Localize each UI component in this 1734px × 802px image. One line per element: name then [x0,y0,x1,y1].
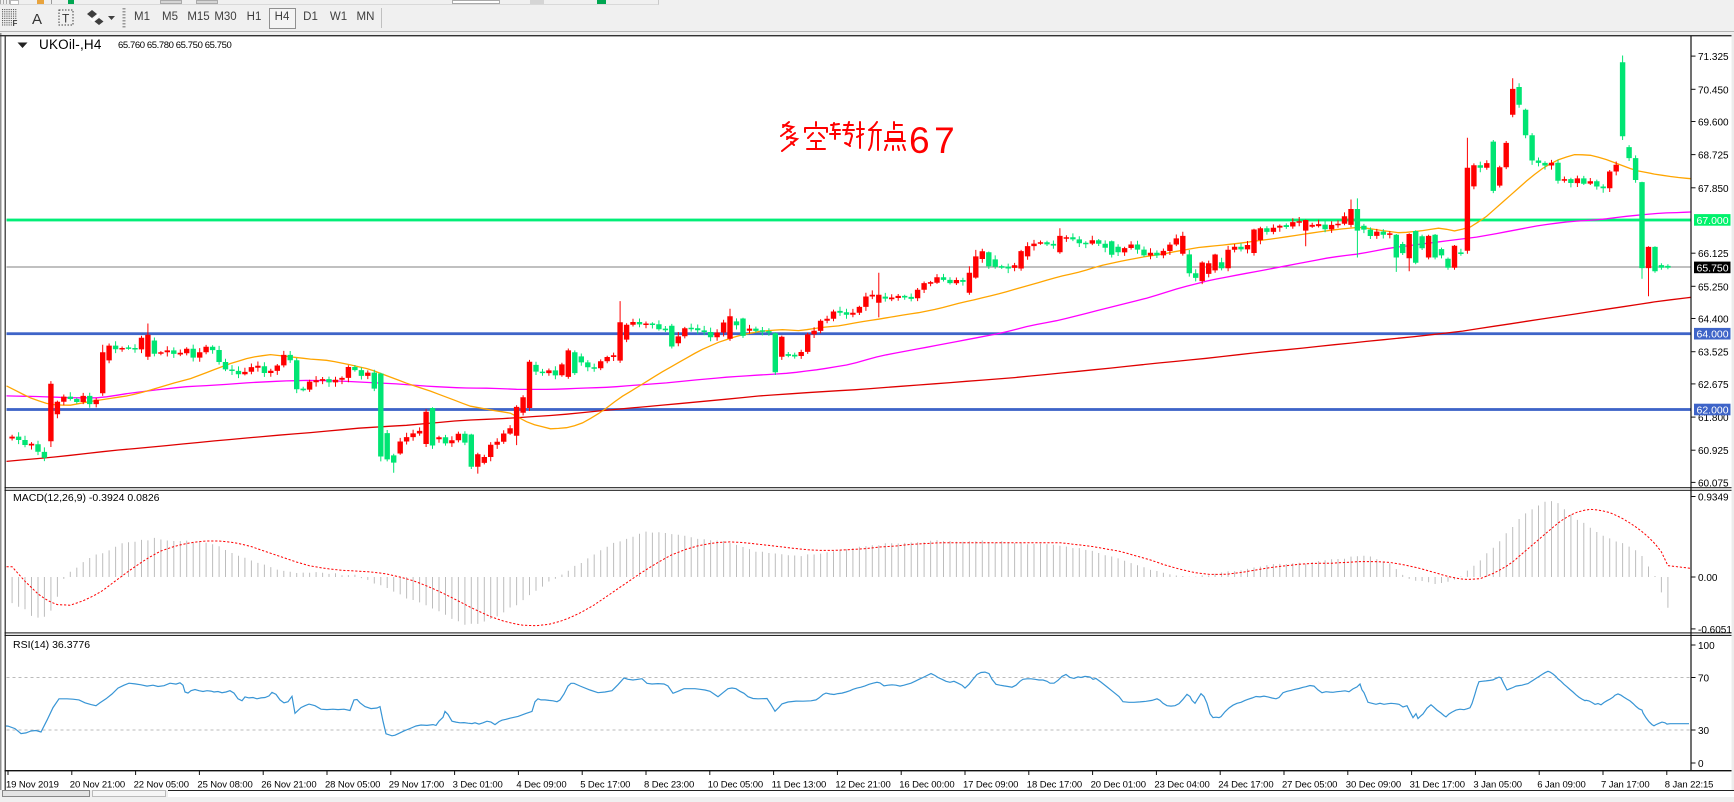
svg-text:3 Jan 05:00: 3 Jan 05:00 [1473,780,1522,791]
svg-text:60.925: 60.925 [1698,446,1729,457]
svg-text:62.000: 62.000 [1697,405,1729,417]
svg-text:11 Dec 13:00: 11 Dec 13:00 [772,780,827,791]
svg-text:10 Dec 05:00: 10 Dec 05:00 [708,780,763,791]
svg-text:24 Dec 17:00: 24 Dec 17:00 [1218,780,1273,791]
svg-text:22 Nov 05:00: 22 Nov 05:00 [134,780,189,791]
svg-text:A: A [32,11,42,28]
svg-text:64.000: 64.000 [1697,329,1729,341]
svg-text:26 Nov 21:00: 26 Nov 21:00 [261,780,316,791]
svg-text:28 Nov 05:00: 28 Nov 05:00 [325,780,380,791]
svg-text:20 Dec 01:00: 20 Dec 01:00 [1091,780,1146,791]
svg-text:7 Jan 17:00: 7 Jan 17:00 [1601,780,1650,791]
svg-text:12 Dec 21:00: 12 Dec 21:00 [835,780,890,791]
svg-text:63.525: 63.525 [1698,348,1729,359]
svg-text:30 Dec 09:00: 30 Dec 09:00 [1346,780,1401,791]
svg-text:66.125: 66.125 [1698,249,1729,260]
svg-text:60.075: 60.075 [1698,478,1729,489]
svg-text:0: 0 [1698,759,1704,770]
svg-text:RSI(14) 36.3776: RSI(14) 36.3776 [13,639,90,651]
svg-text:0.9349: 0.9349 [1698,493,1729,504]
svg-text:30: 30 [1698,726,1710,737]
svg-text:64.400: 64.400 [1698,315,1729,326]
svg-text:MACD(12,26,9) -0.3924 0.0826: MACD(12,26,9) -0.3924 0.0826 [13,492,160,504]
svg-text:62.675: 62.675 [1698,380,1729,391]
svg-text:F: F [13,19,18,28]
svg-text:23 Dec 04:00: 23 Dec 04:00 [1154,780,1209,791]
svg-text:67.850: 67.850 [1698,184,1729,195]
svg-text:20 Nov 21:00: 20 Nov 21:00 [70,780,125,791]
svg-text:100: 100 [1698,641,1715,652]
svg-text:0.00: 0.00 [1698,573,1718,584]
svg-text:5 Dec 17:00: 5 Dec 17:00 [580,780,630,791]
svg-text:70.450: 70.450 [1698,85,1729,96]
svg-text:65.750: 65.750 [1697,262,1729,274]
svg-text:8 Jan 22:15: 8 Jan 22:15 [1665,780,1714,791]
svg-text:70: 70 [1698,674,1710,685]
svg-text:65.760 65.780 65.750 65.750: 65.760 65.780 65.750 65.750 [118,40,231,51]
svg-text:6 Jan 09:00: 6 Jan 09:00 [1537,780,1586,791]
svg-text:25 Nov 08:00: 25 Nov 08:00 [197,780,252,791]
svg-text:-0.6051: -0.6051 [1698,625,1732,636]
svg-text:71.325: 71.325 [1698,52,1729,63]
svg-text:69.600: 69.600 [1698,118,1729,129]
svg-text:17 Dec 09:00: 17 Dec 09:00 [963,780,1018,791]
svg-text:68.725: 68.725 [1698,151,1729,162]
svg-text:19 Nov 2019: 19 Nov 2019 [6,780,59,791]
svg-text:67.000: 67.000 [1697,215,1729,227]
svg-text:T: T [62,12,70,26]
svg-text:16 Dec 00:00: 16 Dec 00:00 [899,780,954,791]
svg-text:3 Dec 01:00: 3 Dec 01:00 [453,780,503,791]
svg-text:65.250: 65.250 [1698,282,1729,293]
svg-text:29 Nov 17:00: 29 Nov 17:00 [389,780,444,791]
svg-text:31 Dec 17:00: 31 Dec 17:00 [1410,780,1465,791]
svg-text:67: 67 [909,120,959,161]
svg-text:27 Dec 05:00: 27 Dec 05:00 [1282,780,1337,791]
svg-text:UKOil-,H4: UKOil-,H4 [39,37,102,52]
svg-text:18 Dec 17:00: 18 Dec 17:00 [1027,780,1082,791]
svg-text:4 Dec 09:00: 4 Dec 09:00 [516,780,566,791]
svg-text:8 Dec 23:00: 8 Dec 23:00 [644,780,694,791]
